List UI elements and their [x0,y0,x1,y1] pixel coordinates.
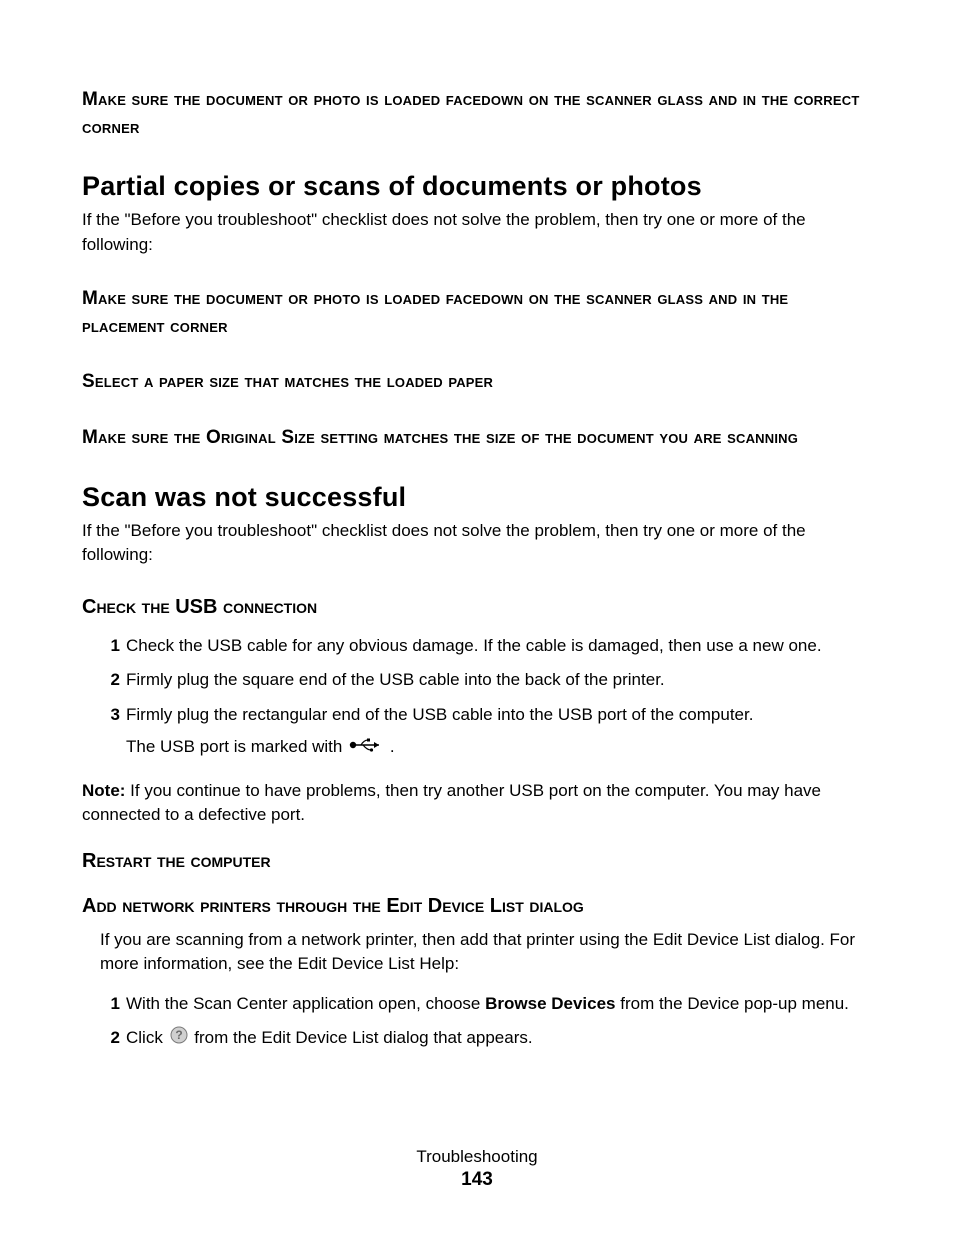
add-printers-para: If you are scanning from a network print… [100,928,872,977]
subheading-restart-computer: Restart the computer [82,850,872,873]
list-number: 2 [100,1025,120,1051]
tip-paper-size: Select a paper size that matches the loa… [82,368,872,396]
step1-bold: Browse Devices [485,994,615,1013]
heading-partial-copies: Partial copies or scans of documents or … [82,171,872,202]
step2-pre: Click [126,1028,168,1047]
scan-fail-intro-text: If the "Before you troubleshoot" checkli… [82,519,872,568]
add-printers-steps-list: 1 With the Scan Center application open,… [82,987,872,1056]
subheading-check-usb: Check the USB connection [82,596,872,619]
usb-step-2-text: Firmly plug the square end of the USB ca… [126,670,665,689]
heading-scan-not-successful: Scan was not successful [82,482,872,513]
usb-step-2: 2 Firmly plug the square end of the USB … [82,663,872,697]
svg-text:?: ? [175,1028,182,1042]
list-number: 1 [100,991,120,1017]
usb-step-1: 1 Check the USB cable for any obvious da… [82,629,872,663]
usb-cont-post: . [390,737,395,756]
tip-original-size: Make sure the Original Size setting matc… [82,424,872,452]
step1-post: from the Device pop-up menu. [616,994,849,1013]
footer-page-number: 143 [0,1169,954,1191]
page-footer: Troubleshooting 143 [0,1147,954,1191]
list-number: 2 [100,667,120,693]
usb-cont-pre: The USB port is marked with [126,737,347,756]
help-icon: ? [170,1026,188,1052]
note-text: If you continue to have problems, then t… [82,781,821,825]
add-printers-step-2: 2 Click ? from the Edit Device List dial… [82,1021,872,1056]
usb-steps-list: 1 Check the USB cable for any obvious da… [82,629,872,765]
note-label: Note: [82,781,125,800]
usb-step-3-text: Firmly plug the rectangular end of the U… [126,705,753,724]
list-number: 1 [100,633,120,659]
step2-post: from the Edit Device List dialog that ap… [194,1028,532,1047]
usb-step-3: 3 Firmly plug the rectangular end of the… [82,698,872,765]
document-page: Make sure the document or photo is loade… [0,0,954,1235]
subheading-add-network-printers: Add network printers through the Edit De… [82,895,872,918]
list-number: 3 [100,702,120,728]
tip-facedown-correct-corner: Make sure the document or photo is loade… [82,86,872,141]
usb-icon [349,734,383,760]
add-printers-step-1: 1 With the Scan Center application open,… [82,987,872,1021]
usb-step-3-continuation: The USB port is marked with [126,734,872,761]
usb-note: Note: If you continue to have problems, … [82,779,872,828]
usb-step-1-text: Check the USB cable for any obvious dama… [126,636,822,655]
partial-intro-text: If the "Before you troubleshoot" checkli… [82,208,872,257]
step1-pre: With the Scan Center application open, c… [126,994,485,1013]
tip-facedown-placement-corner: Make sure the document or photo is loade… [82,285,872,340]
footer-section-name: Troubleshooting [0,1147,954,1167]
